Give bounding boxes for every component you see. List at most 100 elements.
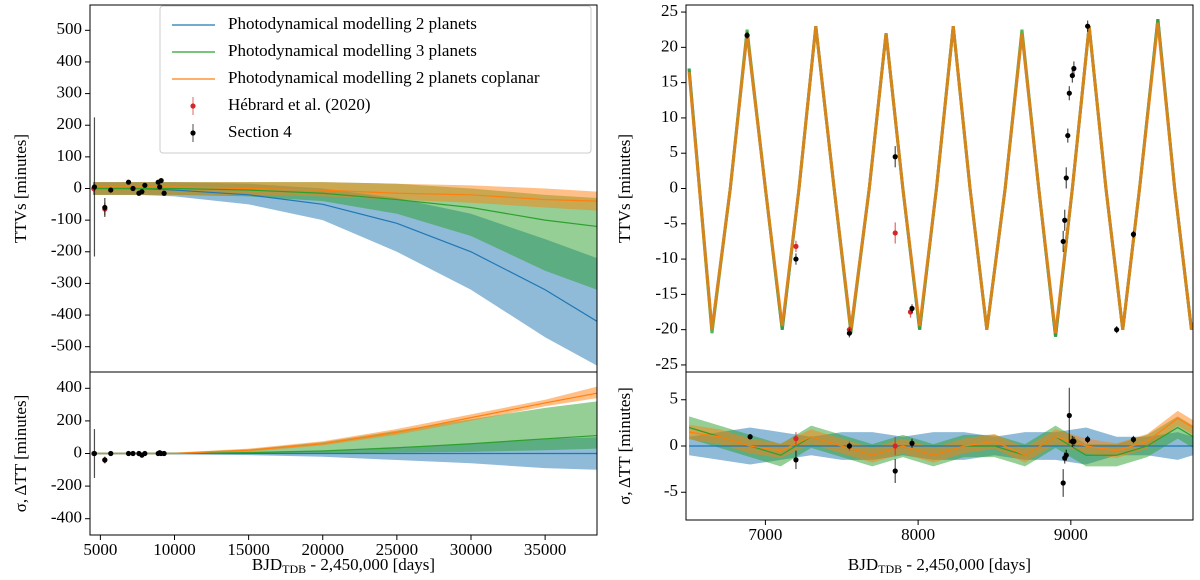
data-point [1085,23,1091,29]
y-tick-label: 10 [661,107,678,126]
x-axis-label-part: - 2,450,000 [days] [902,555,1031,574]
y-tick-label: 0 [670,177,679,196]
plot-area [91,386,597,478]
x-tick-label: 20000 [301,540,344,559]
x-axis-label-part: BJD [252,555,282,574]
data-point [744,32,750,38]
model-line [92,186,597,202]
data-point [793,243,799,249]
plot-area [687,18,1193,338]
x-tick-label: 15000 [227,540,270,559]
data-point [747,434,753,440]
data-point [130,450,136,457]
x-axis-label: BJDTDB - 2,450,000 [days] [252,555,435,576]
y-tick-label: 100 [57,146,83,165]
y-tick-label: -100 [51,209,82,228]
y-tick-label: 200 [57,114,83,133]
data-point [158,177,164,184]
data-point [142,182,148,188]
y-tick-label: -10 [655,248,678,267]
plot-area [688,387,1193,497]
y-tick-label: 15 [661,72,678,91]
y-axis-label: TTVs [minutes] [11,134,30,243]
x-tick-label: 25000 [376,540,419,559]
data-point [846,330,853,336]
data-point [161,190,167,196]
data-point [102,204,108,211]
data-point [125,450,132,457]
y-tick-label: 400 [57,377,83,396]
plot-area [91,117,597,366]
data-point [1060,480,1066,486]
data-point [909,440,915,446]
data-point [125,179,132,185]
data-point [91,450,98,457]
y-tick-label: -5 [664,481,678,500]
data-point [1060,238,1066,245]
axes-frame [685,4,1194,373]
x-tick-label: 35000 [524,540,567,559]
legend-swatch [190,103,196,109]
data-point [1066,90,1072,96]
x-tick-label: 30000 [450,540,493,559]
uncertainty-band [689,410,1193,463]
data-point [1062,217,1068,223]
data-point [102,457,108,463]
legend-label: Photodynamical modelling 2 planets [228,14,477,33]
data-point [793,436,799,442]
uncertainty-band [92,182,597,290]
y-tick-label: 25 [661,1,678,20]
data-point [161,450,167,457]
y-tick-label: 5 [670,389,679,408]
y-tick-label: -15 [655,283,678,302]
y-tick-label: -500 [51,336,82,355]
data-point [1130,231,1137,237]
y-tick-label: -20 [655,319,678,338]
y-tick-label: 0 [74,442,83,461]
x-axis-label-part: BJD [848,555,878,574]
data-point [892,154,898,160]
y-tick-label: -200 [51,475,82,494]
data-point [1065,132,1071,139]
legend-label: Hébrard et al. (2020) [228,95,371,114]
data-point [793,457,799,463]
data-point [142,450,148,457]
legend-box [159,5,592,154]
uncertainty-band [92,401,597,454]
data-point [1085,436,1091,443]
x-axis-label: BJDTDB - 2,450,000 [days] [848,555,1031,576]
data-point [892,230,898,236]
model-line [687,22,1193,334]
data-point [892,443,898,449]
data-point [139,189,145,195]
data-point [793,256,799,262]
data-point [1063,452,1069,458]
legend-swatch [190,130,196,136]
y-tick-label: 0 [74,177,83,196]
y-tick-label: -400 [51,304,82,323]
y-tick-label: 500 [57,19,83,38]
x-tick-label: 10000 [153,540,196,559]
data-point [1071,438,1077,444]
data-point [1114,327,1120,333]
y-axis-label: σ, ΔTT [minutes] [615,387,634,505]
y-axis-label: TTVs [minutes] [615,134,634,243]
x-tick-label: 8000 [901,525,935,544]
x-tick-label: 5000 [83,540,117,559]
x-axis-label-part: TDB [282,562,306,576]
data-point [909,305,915,312]
data-point [130,185,136,192]
legend-label: Section 4 [228,122,292,141]
model-line [92,187,597,228]
x-axis-label-part: - 2,450,000 [days] [306,555,435,574]
data-point [108,450,114,457]
data-point [1130,436,1137,443]
data-point [91,184,98,190]
data-point [1071,65,1077,72]
y-tick-label: 300 [57,82,83,101]
model-line [92,392,597,455]
y-tick-label: -200 [51,241,82,260]
y-tick-label: -25 [655,354,678,373]
model-line [688,417,1193,456]
